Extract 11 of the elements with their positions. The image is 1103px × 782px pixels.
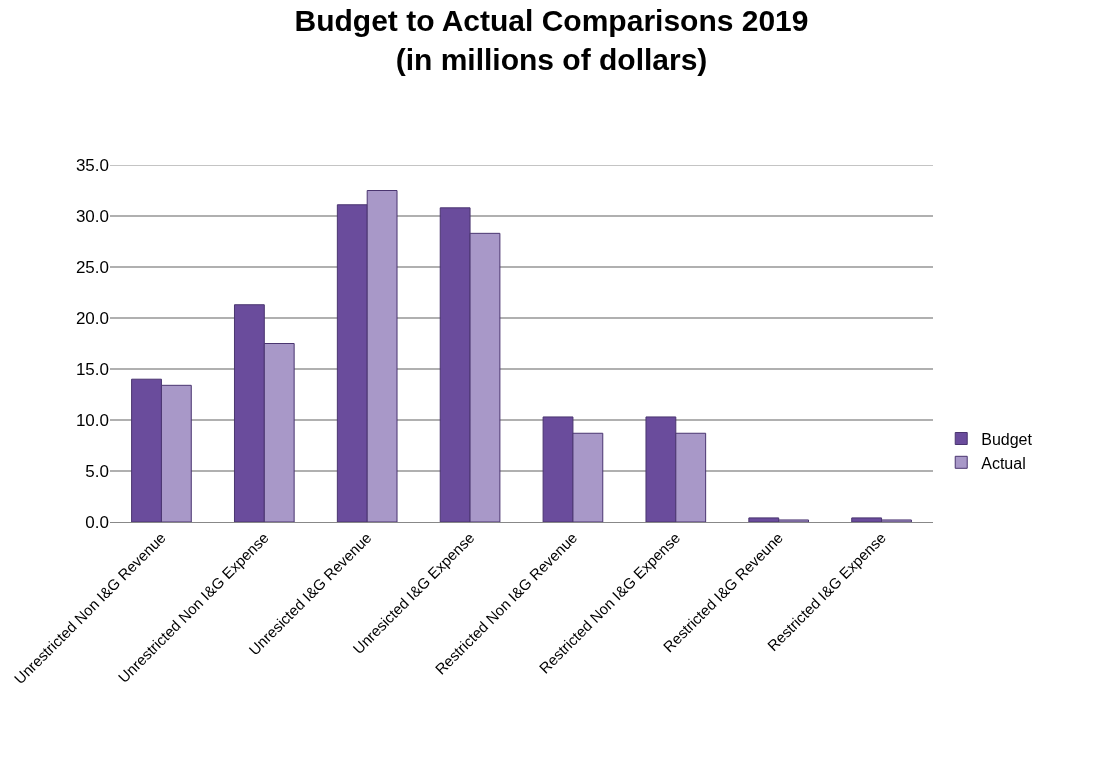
legend-label: Actual bbox=[981, 454, 1026, 472]
y-tick-label: 5.0 bbox=[85, 461, 109, 481]
y-tick-label: 25.0 bbox=[75, 257, 109, 277]
legend-label: Budget bbox=[981, 430, 1033, 448]
y-tick-label: 30.0 bbox=[75, 206, 109, 226]
chart-title: Budget to Actual Comparisons 2019 (in millions of dollars) bbox=[294, 4, 809, 77]
y-tick-label: 20.0 bbox=[75, 308, 109, 328]
y-tick-label: 35.0 bbox=[75, 155, 109, 175]
y-tick-label: 15.0 bbox=[75, 359, 109, 379]
y-tick-label: 0.0 bbox=[85, 512, 109, 532]
y-tick-label: 10.0 bbox=[75, 410, 109, 430]
